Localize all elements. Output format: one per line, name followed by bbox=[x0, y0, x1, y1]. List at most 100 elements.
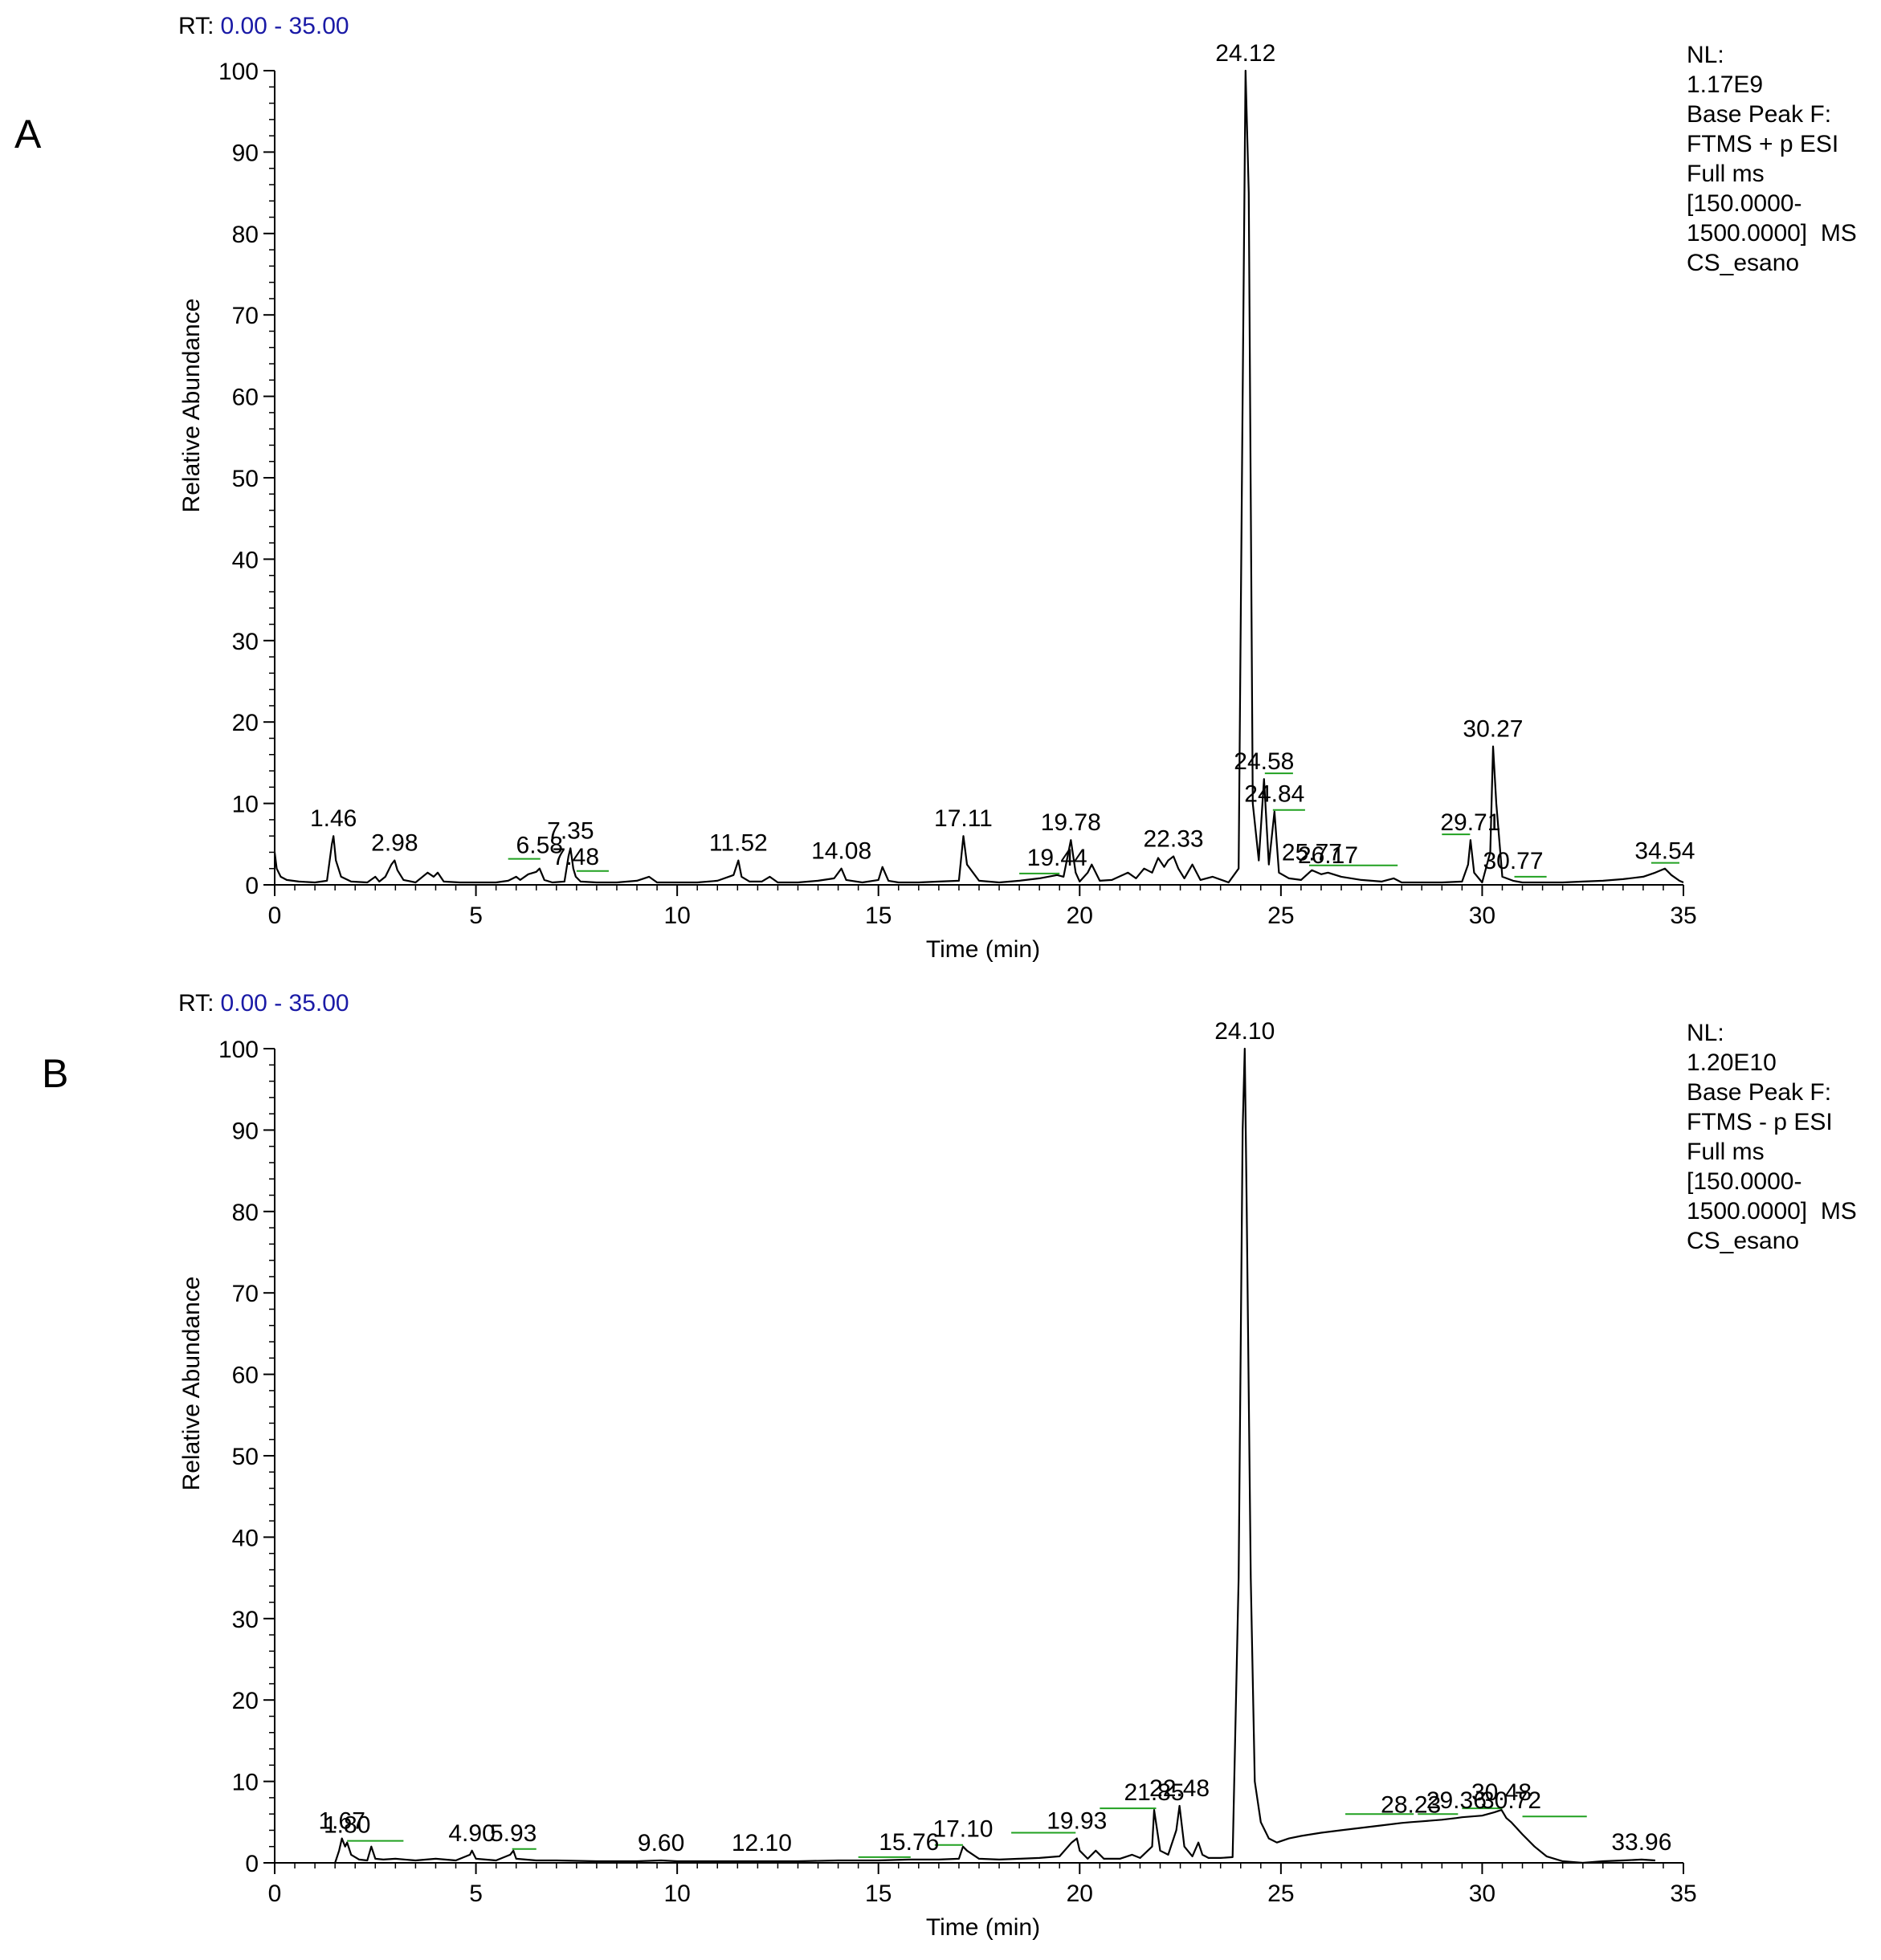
peak-label: 19.93 bbox=[1047, 1808, 1107, 1835]
rt-range-value: 0.00 - 35.00 bbox=[220, 13, 349, 39]
peak-label: 30.48 bbox=[1471, 1779, 1532, 1806]
rt-range-value: 0.00 - 35.00 bbox=[220, 990, 349, 1017]
y-tick-label: 100 bbox=[218, 1037, 259, 1063]
peak-label: 1.80 bbox=[324, 1812, 370, 1839]
info-line: CS_esano bbox=[1687, 1228, 1800, 1254]
y-tick-label: 20 bbox=[232, 710, 259, 736]
x-tick-label: 35 bbox=[1670, 1881, 1696, 1907]
y-axis-title: Relative Abundance bbox=[178, 299, 205, 513]
panel-letter: A bbox=[14, 112, 42, 157]
peak-label: 22.33 bbox=[1144, 826, 1204, 853]
rt-range-label: RT: 0.00 - 35.00 bbox=[178, 13, 349, 40]
y-tick-label: 90 bbox=[232, 140, 259, 166]
info-line: Full ms bbox=[1687, 1139, 1765, 1165]
y-tick-label: 0 bbox=[245, 1851, 259, 1877]
y-tick-label: 10 bbox=[232, 792, 259, 818]
x-tick-label: 20 bbox=[1067, 1881, 1093, 1907]
chromatogram-panel-a: A RT: 0.00 - 35.00 NL: 1.17E9 Base Peak F… bbox=[14, 13, 1857, 963]
x-axis-title: Time (min) bbox=[926, 936, 1040, 963]
x-tick-label: 15 bbox=[865, 903, 892, 929]
peak-label: 28.23 bbox=[1381, 1791, 1441, 1818]
rt-range-label: RT: 0.00 - 35.00 bbox=[178, 990, 349, 1017]
y-tick-label: 50 bbox=[232, 466, 259, 492]
y-axis-title: Relative Abundance bbox=[178, 1277, 205, 1491]
nl-info-block: NL: 1.20E10 Base Peak F: FTMS - p ESI Fu… bbox=[1687, 1018, 1857, 1256]
peak-label: 21.85 bbox=[1124, 1779, 1184, 1806]
info-line: 1500.0000] MS bbox=[1687, 220, 1857, 247]
peak-label: 30.77 bbox=[1483, 848, 1543, 874]
peak-label: 22.48 bbox=[1149, 1775, 1210, 1802]
peak-label: 12.10 bbox=[732, 1830, 792, 1856]
y-tick-label: 40 bbox=[232, 547, 259, 573]
y-tick-label: 80 bbox=[232, 1200, 259, 1226]
y-tick-label: 100 bbox=[218, 59, 259, 85]
peak-label: 29.36 bbox=[1426, 1787, 1487, 1814]
x-tick-label: 30 bbox=[1469, 903, 1495, 929]
y-tick-label: 70 bbox=[232, 1281, 259, 1307]
x-tick-label: 35 bbox=[1670, 903, 1696, 929]
y-tick-label: 30 bbox=[232, 1607, 259, 1633]
peak-label: 1.46 bbox=[310, 805, 357, 832]
peak-label: 5.93 bbox=[490, 1820, 537, 1847]
peak-label: 24.58 bbox=[1234, 748, 1294, 775]
info-line: [150.0000- bbox=[1687, 190, 1802, 217]
x-tick-label: 10 bbox=[663, 903, 690, 929]
peak-label: 2.98 bbox=[371, 830, 418, 857]
info-line: 1.20E10 bbox=[1687, 1049, 1777, 1076]
x-tick-label: 25 bbox=[1267, 1881, 1294, 1907]
peak-label: 11.52 bbox=[709, 830, 768, 857]
peak-label: 7.35 bbox=[547, 817, 594, 844]
y-tick-label: 30 bbox=[232, 629, 259, 655]
y-tick-label: 60 bbox=[232, 385, 259, 411]
info-line: FTMS - p ESI bbox=[1687, 1109, 1833, 1135]
chromatogram-trace bbox=[273, 69, 1684, 884]
peak-label: 19.78 bbox=[1041, 809, 1101, 836]
x-tick-label: 10 bbox=[663, 1881, 690, 1907]
info-line: 1500.0000] MS bbox=[1687, 1198, 1857, 1224]
info-line: [150.0000- bbox=[1687, 1168, 1802, 1195]
info-line: FTMS + p ESI bbox=[1687, 131, 1839, 157]
nl-info-block: NL: 1.17E9 Base Peak F: FTMS + p ESI Ful… bbox=[1687, 40, 1857, 278]
rt-prefix: RT: bbox=[178, 990, 214, 1017]
peak-label: 14.08 bbox=[811, 838, 871, 865]
info-line: 1.17E9 bbox=[1687, 71, 1764, 98]
peak-label: 17.10 bbox=[932, 1816, 993, 1843]
x-tick-label: 0 bbox=[268, 1881, 282, 1907]
y-tick-label: 0 bbox=[245, 873, 259, 899]
y-tick-label: 80 bbox=[232, 222, 259, 248]
y-tick-label: 70 bbox=[232, 303, 259, 329]
peak-label: 30.72 bbox=[1481, 1787, 1541, 1814]
info-line: Base Peak F: bbox=[1687, 1079, 1832, 1106]
info-line: Full ms bbox=[1687, 161, 1765, 187]
peak-label: 29.71 bbox=[1440, 809, 1500, 836]
y-tick-label: 60 bbox=[232, 1363, 259, 1389]
chromatogram-a: 0 10 20 30 40 50 60 70 80 90 100 0 5 10 15 20 25 30 35 Time… bbox=[178, 40, 1697, 963]
info-line: Base Peak F: bbox=[1687, 101, 1832, 128]
peak-label: 34.54 bbox=[1634, 838, 1695, 865]
peak-label: 24.12 bbox=[1215, 40, 1275, 67]
y-tick-label: 10 bbox=[232, 1770, 259, 1796]
info-line: CS_esano bbox=[1687, 250, 1800, 276]
peak-label: 6.58 bbox=[516, 833, 563, 859]
y-tick-label: 50 bbox=[232, 1444, 259, 1470]
peak-label: 25.77 bbox=[1282, 840, 1342, 866]
x-axis-title: Time (min) bbox=[926, 1914, 1040, 1941]
x-tick-label: 5 bbox=[469, 1881, 483, 1907]
x-tick-label: 20 bbox=[1067, 903, 1093, 929]
info-line: NL: bbox=[1687, 42, 1724, 68]
peak-label: 19.44 bbox=[1027, 845, 1087, 871]
x-tick-label: 0 bbox=[268, 903, 282, 929]
y-tick-label: 20 bbox=[232, 1688, 259, 1714]
peak-label: 33.96 bbox=[1611, 1829, 1671, 1856]
chromatogram-b: 0 10 20 30 40 50 60 70 80 90 100 0 5 10 15 20 25 30 35 Time… bbox=[178, 1018, 1697, 1941]
peak-label: 17.11 bbox=[934, 805, 993, 832]
rt-prefix: RT: bbox=[178, 13, 214, 39]
peak-label: 30.27 bbox=[1463, 716, 1523, 743]
x-tick-label: 30 bbox=[1469, 1881, 1495, 1907]
x-tick-label: 25 bbox=[1267, 903, 1294, 929]
chromatogram-panel-b: B RT: 0.00 - 35.00 NL: 1.20E10 Base Peak … bbox=[0, 978, 1881, 1958]
peak-label: 7.48 bbox=[553, 844, 599, 870]
peak-label: 4.90 bbox=[448, 1820, 495, 1847]
y-tick-label: 90 bbox=[232, 1118, 259, 1144]
x-tick-label: 5 bbox=[469, 903, 483, 929]
